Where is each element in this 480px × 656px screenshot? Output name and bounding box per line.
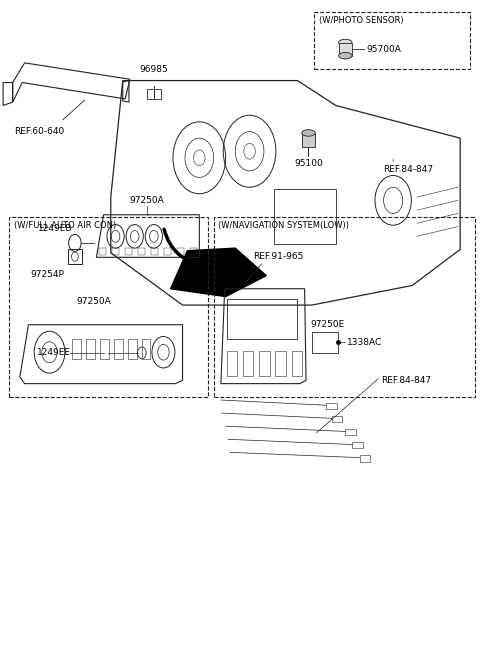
Bar bbox=[72, 339, 81, 359]
Ellipse shape bbox=[302, 130, 315, 136]
Bar bbox=[243, 351, 253, 376]
Bar bbox=[100, 339, 109, 359]
Text: 95700A: 95700A bbox=[367, 45, 402, 54]
Bar bbox=[112, 248, 120, 255]
Bar bbox=[227, 298, 298, 339]
Text: REF.84-847: REF.84-847 bbox=[381, 376, 432, 385]
Bar bbox=[360, 455, 370, 462]
Bar bbox=[99, 248, 107, 255]
Bar bbox=[274, 188, 336, 244]
Bar bbox=[86, 339, 95, 359]
Bar bbox=[314, 12, 470, 70]
Bar bbox=[190, 248, 197, 255]
Bar bbox=[259, 351, 270, 376]
Text: 97254P: 97254P bbox=[30, 270, 64, 279]
Bar bbox=[164, 248, 171, 255]
Text: 1249EE: 1249EE bbox=[36, 348, 71, 358]
Bar bbox=[312, 332, 338, 353]
Bar bbox=[276, 351, 286, 376]
Text: 1249EB: 1249EB bbox=[38, 224, 72, 233]
Text: 97250E: 97250E bbox=[311, 320, 345, 329]
Text: REF.84-847: REF.84-847 bbox=[384, 165, 434, 174]
Text: (W/FULL AUTO AIR CON): (W/FULL AUTO AIR CON) bbox=[14, 220, 116, 230]
Text: (W/PHOTO SENSOR): (W/PHOTO SENSOR) bbox=[319, 16, 404, 25]
Bar bbox=[147, 89, 161, 99]
Bar bbox=[142, 339, 151, 359]
Bar bbox=[128, 339, 137, 359]
Bar bbox=[177, 248, 184, 255]
Text: 96985: 96985 bbox=[140, 65, 168, 74]
Text: REF.60-640: REF.60-640 bbox=[14, 127, 64, 136]
Bar bbox=[332, 416, 342, 422]
Text: REF.91-965: REF.91-965 bbox=[253, 252, 303, 261]
Text: 1338AC: 1338AC bbox=[347, 338, 383, 347]
Bar bbox=[292, 351, 302, 376]
Bar bbox=[151, 248, 158, 255]
Text: 97250A: 97250A bbox=[129, 196, 164, 205]
Text: 97250A: 97250A bbox=[77, 297, 111, 306]
Text: (W/NAVIGATION SYSTEM(LOW)): (W/NAVIGATION SYSTEM(LOW)) bbox=[218, 220, 349, 230]
Bar bbox=[302, 133, 315, 148]
Bar bbox=[114, 339, 123, 359]
Bar bbox=[125, 248, 132, 255]
Bar bbox=[68, 249, 82, 264]
Bar bbox=[352, 442, 363, 449]
Text: 95100: 95100 bbox=[294, 159, 323, 168]
Bar bbox=[345, 429, 356, 436]
Bar bbox=[227, 351, 237, 376]
Ellipse shape bbox=[338, 52, 352, 59]
Bar bbox=[9, 216, 208, 397]
Bar bbox=[326, 403, 336, 409]
Bar bbox=[338, 43, 352, 56]
Bar bbox=[214, 216, 475, 397]
Ellipse shape bbox=[338, 39, 352, 46]
Polygon shape bbox=[170, 248, 266, 297]
Bar bbox=[138, 248, 145, 255]
